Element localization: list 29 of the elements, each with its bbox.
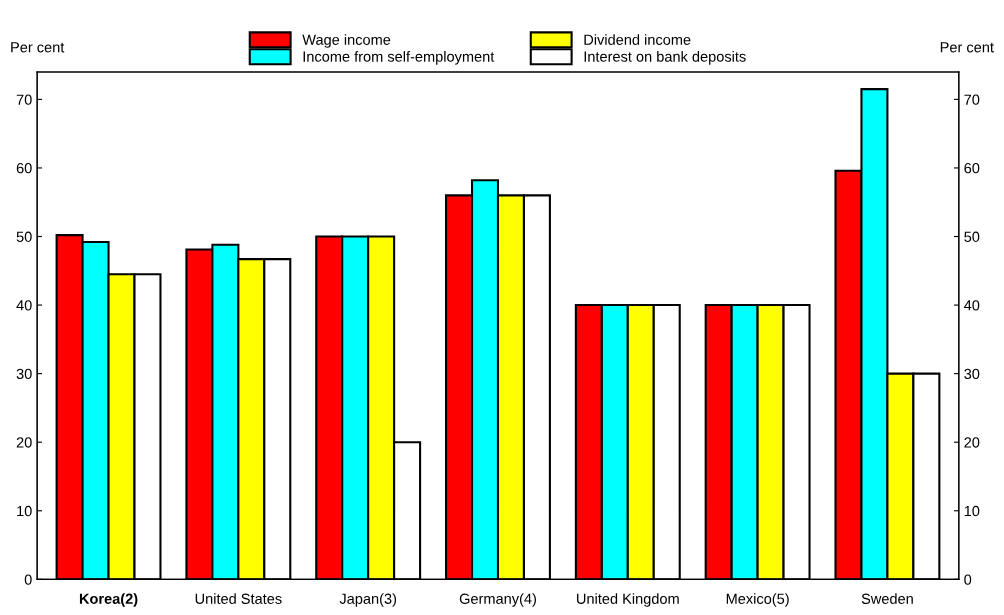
y2-tick-label: 30 — [964, 368, 980, 380]
y2-axis-title: Per cent — [940, 42, 994, 53]
x-tick-label: United Kingdom — [577, 593, 679, 607]
x-tick-label: Germany(4) — [459, 593, 536, 607]
y2-tick-label: 60 — [964, 163, 980, 174]
x-tick-label: United States — [195, 593, 282, 604]
legend-label: Income from self-employment — [303, 51, 495, 65]
y2-tick-label: 40 — [964, 300, 980, 311]
x-tick-label: Korea(2) — [79, 593, 138, 607]
legend-label: Dividend income — [584, 34, 691, 45]
x-tick-label: Mexico(5) — [726, 593, 789, 607]
y2-tick-label: 10 — [964, 505, 980, 517]
y2-tick-label: 20 — [964, 437, 980, 448]
y2-tick-label: 50 — [964, 231, 980, 242]
y-tick-label: 10 — [17, 505, 32, 517]
legend-label: Interest on bank deposits — [584, 51, 746, 65]
y-tick-label: 40 — [16, 300, 32, 311]
y-tick-label: 60 — [16, 163, 32, 174]
y-tick-label: 20 — [16, 437, 32, 448]
y-axis-title: Per cent — [11, 42, 65, 53]
y-tick-label: 0 — [24, 574, 32, 585]
y2-tick-label: 0 — [964, 574, 972, 585]
y-tick-label: 50 — [16, 231, 32, 242]
y2-tick-label: 70 — [964, 94, 980, 105]
x-tick-label: Sweden — [861, 593, 913, 604]
y-tick-label: 70 — [16, 94, 32, 105]
y-tick-label: 30 — [16, 368, 32, 380]
x-tick-label: Japan(3) — [339, 593, 397, 607]
legend-label: Wage income — [302, 34, 391, 48]
